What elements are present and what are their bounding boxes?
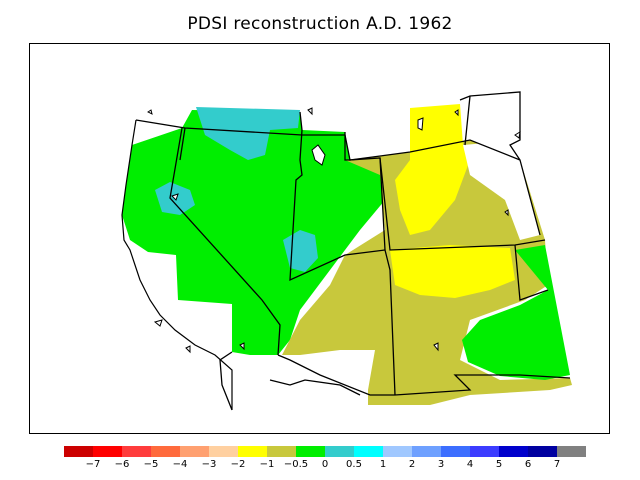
colorbar-swatch bbox=[528, 446, 557, 457]
colorbar-tick-label: −7 bbox=[85, 459, 101, 470]
region-green-base bbox=[122, 110, 385, 355]
colorbar-swatch bbox=[470, 446, 499, 457]
colorbar-swatch bbox=[238, 446, 267, 457]
colorbar-swatch bbox=[441, 446, 470, 457]
colorbar-tick-label: −0.5 bbox=[283, 459, 309, 470]
colorbar-tick-label: −5 bbox=[143, 459, 159, 470]
colorbar-tick-label: −3 bbox=[201, 459, 217, 470]
colorbar-swatch bbox=[64, 446, 93, 457]
colorbar-tick-label: 3 bbox=[437, 459, 445, 470]
region-yellow-south bbox=[390, 245, 515, 298]
colorbar-swatch bbox=[122, 446, 151, 457]
coastline bbox=[121, 119, 233, 410]
colorbar-tick-label: 7 bbox=[553, 459, 561, 470]
region-green-southeast bbox=[462, 245, 570, 380]
colorbar-swatch bbox=[296, 446, 325, 457]
map-title: PDSI reconstruction A.D. 1962 bbox=[187, 14, 453, 34]
colorbar-swatch bbox=[267, 446, 296, 457]
colorbar-swatch bbox=[151, 446, 180, 457]
colorbar-tick-label: −1 bbox=[259, 459, 275, 470]
boundary-lines bbox=[135, 91, 571, 411]
region-yellow-north bbox=[395, 104, 470, 235]
colorbar-tick-label: 1 bbox=[379, 459, 387, 470]
colorbar-swatch bbox=[209, 446, 238, 457]
colorbar-swatch bbox=[93, 446, 122, 457]
colorbar-tick-label: −6 bbox=[114, 459, 130, 470]
colorbar-tick-label: 0 bbox=[321, 459, 329, 470]
colorbar-swatch bbox=[499, 446, 528, 457]
colorbar-swatch bbox=[354, 446, 383, 457]
colorbar-tick-label: −2 bbox=[230, 459, 246, 470]
colorbar-swatch bbox=[325, 446, 354, 457]
colorbar-tick-label: 5 bbox=[495, 459, 503, 470]
colorbar-swatch bbox=[557, 446, 586, 457]
colorbar-tick-label: 0.5 bbox=[346, 459, 362, 470]
colorbar-swatch bbox=[180, 446, 209, 457]
pdsi-colorbar bbox=[64, 446, 586, 457]
colorbar-swatch bbox=[383, 446, 412, 457]
colorbar-tick-label: 6 bbox=[524, 459, 532, 470]
lakes bbox=[147, 107, 521, 354]
colorbar-swatch bbox=[412, 446, 441, 457]
colorbar-tick-label: −4 bbox=[172, 459, 188, 470]
colorbar-tick-label: 2 bbox=[408, 459, 416, 470]
colorbar-ticks: −7 −6 −5 −4 −3 −2 −1 −0.5 0 0.5 1 2 3 4 5 6 7 bbox=[64, 459, 586, 473]
colorbar-tick-label: 4 bbox=[466, 459, 474, 470]
region-cyan-north bbox=[196, 107, 300, 160]
